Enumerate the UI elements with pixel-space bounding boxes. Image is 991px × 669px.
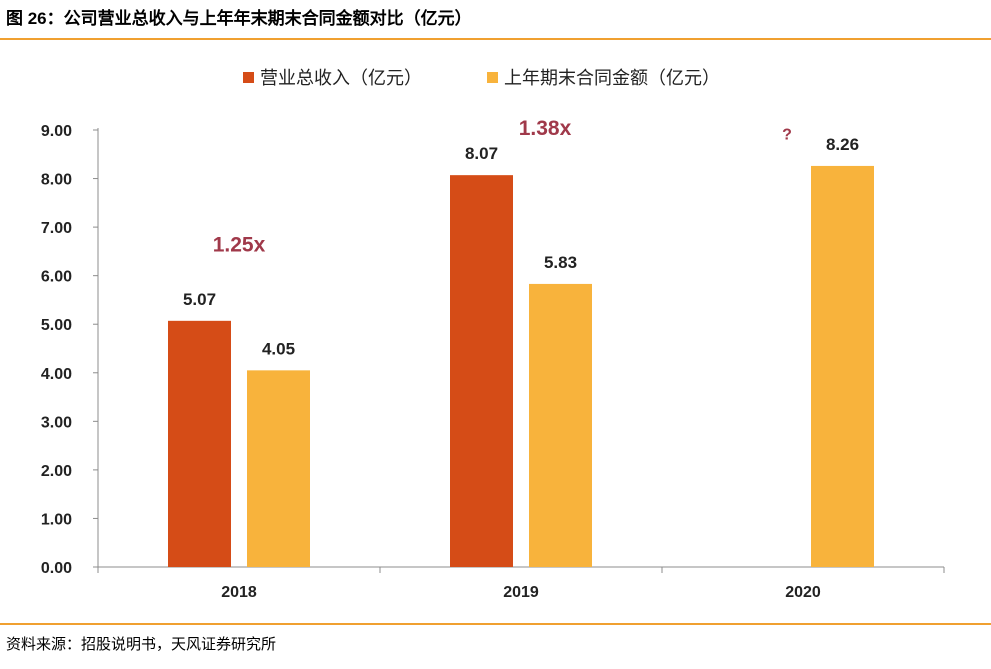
x-tick-label: 2020	[785, 584, 821, 601]
y-tick-label: 2.00	[41, 463, 72, 480]
annotations: 1.25x 1.38x?	[213, 117, 792, 257]
x-tick-label: 2018	[221, 584, 257, 601]
y-tick-label: 3.00	[41, 414, 72, 431]
footer-divider	[0, 623, 991, 625]
legend: 营业总收入（亿元） 上年期末合同金额（亿元）	[243, 68, 720, 88]
x-axis: 2018 2019 2020	[97, 566, 945, 601]
bar-series1-2018	[247, 370, 310, 567]
y-tick-label: 4.00	[41, 366, 72, 383]
data-labels: 5.07 8.07 4.05 5.83 8.26	[183, 135, 859, 358]
figure-title: 图 26：公司营业总收入与上年年末期末合同金额对比（亿元）	[6, 9, 472, 28]
data-label: 5.07	[183, 290, 216, 309]
bar-chart: 营业总收入（亿元） 上年期末合同金额（亿元） 0.00 1.00 2.00 3.00 4.…	[41, 68, 945, 601]
legend-swatch-0	[243, 72, 254, 83]
legend-swatch-1	[487, 72, 498, 83]
y-tick-label: 8.00	[41, 172, 72, 189]
data-label: 8.26	[826, 135, 859, 154]
source-note: 资料来源：招股说明书，天风证券研究所	[6, 636, 277, 653]
bar-series0-2019	[450, 175, 513, 567]
title-divider	[0, 38, 991, 40]
annotation-2: ?	[782, 127, 792, 144]
y-tick-label: 5.00	[41, 317, 72, 334]
annotation-1: 1.38x	[519, 117, 572, 140]
legend-label-1: 上年期末合同金额（亿元）	[504, 68, 720, 88]
x-tick-label: 2019	[503, 584, 539, 601]
bar-series1-2020	[811, 165, 874, 567]
bars	[168, 165, 874, 567]
y-tick-label: 9.00	[41, 123, 72, 140]
data-label: 5.83	[544, 253, 577, 272]
data-label: 8.07	[465, 144, 498, 163]
y-tick-label: 0.00	[41, 560, 72, 577]
bar-series1-2019	[529, 283, 592, 567]
legend-label-0: 营业总收入（亿元）	[260, 68, 422, 88]
annotation-0: 1.25x	[213, 233, 266, 256]
y-tick-label: 6.00	[41, 269, 72, 286]
data-label: 4.05	[262, 339, 295, 358]
y-tick-label: 1.00	[41, 511, 72, 528]
y-axis: 0.00 1.00 2.00 3.00 4.00 5.00 6.00 7.00 8.00 9.00	[41, 123, 99, 577]
y-tick-label: 7.00	[41, 220, 72, 237]
bar-series0-2018	[168, 320, 231, 567]
